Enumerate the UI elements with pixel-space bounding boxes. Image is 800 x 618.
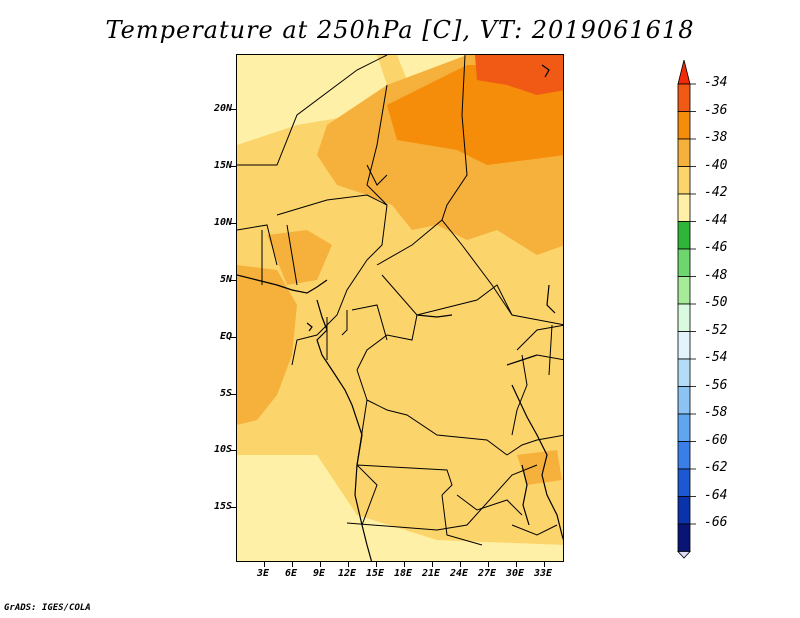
y-tick-label: 15N — [213, 160, 232, 171]
colorbar-swatch — [677, 386, 691, 415]
x-tick-label: 18E — [394, 568, 413, 579]
x-tick-mark — [488, 562, 489, 567]
x-tick-label: 12E — [338, 568, 357, 579]
field-warm-north — [387, 65, 563, 165]
y-tick-label: 5S — [219, 388, 232, 399]
y-tick-label: 20N — [213, 103, 232, 114]
country-boundaries — [237, 55, 563, 546]
y-tick-label: EQ — [219, 331, 232, 342]
temperature-field — [237, 55, 563, 561]
colorbar-swatch — [677, 111, 691, 140]
x-tick-mark — [320, 562, 321, 567]
map-panel — [236, 54, 564, 562]
grads-credit: GrADS: IGES/COLA — [4, 603, 91, 613]
y-tick-mark — [230, 109, 236, 110]
colorbar-swatch — [677, 303, 691, 332]
colorbar-top-arrow — [677, 59, 691, 85]
colorbar-swatches — [677, 59, 696, 559]
x-tick-mark — [376, 562, 377, 567]
colorbar-label: -66 — [704, 515, 728, 530]
coastline — [237, 64, 563, 561]
x-tick-mark — [348, 562, 349, 567]
colorbar-label: -52 — [704, 322, 728, 338]
x-tick-mark — [460, 562, 461, 567]
colorbar-swatch — [677, 166, 691, 195]
y-tick-mark — [230, 223, 236, 224]
y-tick-label: 15S — [213, 501, 232, 512]
colorbar-label: -58 — [704, 405, 728, 420]
x-tick-mark — [516, 562, 517, 567]
colorbar-label: -56 — [704, 377, 728, 393]
colorbar-swatch — [677, 358, 691, 387]
x-tick-label: 33E — [534, 568, 553, 579]
x-tick-mark — [292, 562, 293, 567]
x-tick-mark — [544, 562, 545, 567]
y-tick-mark — [230, 450, 236, 451]
colorbar-label: -40 — [704, 157, 728, 173]
field-pale-north — [237, 55, 387, 145]
field-pale-top — [397, 55, 467, 80]
x-tick-label: 15E — [366, 568, 385, 579]
x-tick-label: 9E — [313, 568, 326, 579]
x-tick-mark — [264, 562, 265, 567]
colorbar — [676, 59, 766, 560]
colorbar-label: -64 — [704, 487, 728, 503]
x-tick-mark — [404, 562, 405, 567]
x-tick-label: 27E — [478, 568, 497, 579]
y-tick-mark — [230, 337, 236, 338]
colorbar-swatch — [677, 276, 691, 305]
colorbar-label: -42 — [704, 185, 728, 200]
colorbar-label: -48 — [704, 267, 728, 283]
colorbar-swatch — [677, 441, 691, 470]
colorbar-swatch — [677, 331, 691, 360]
colorbar-label: -50 — [704, 295, 728, 310]
x-tick-label: 21E — [422, 568, 441, 579]
x-tick-mark — [432, 562, 433, 567]
field-pale-south — [237, 455, 563, 561]
y-tick-mark — [230, 280, 236, 281]
y-tick-mark — [230, 394, 236, 395]
colorbar-swatch — [677, 221, 691, 250]
colorbar-label: -46 — [704, 240, 728, 255]
colorbar-swatch — [677, 496, 691, 525]
x-tick-label: 30E — [506, 568, 525, 579]
colorbar-swatch — [677, 83, 691, 112]
colorbar-swatch — [677, 413, 691, 442]
colorbar-label: -54 — [704, 350, 728, 365]
colorbar-label: -38 — [704, 130, 728, 145]
y-tick-mark — [230, 166, 236, 167]
colorbar-label: -60 — [704, 432, 728, 448]
colorbar-swatch — [677, 138, 691, 167]
y-tick-label: 5N — [219, 274, 232, 285]
x-tick-label: 3E — [257, 568, 270, 579]
field-se-patch — [517, 450, 562, 485]
colorbar-label: -36 — [704, 102, 728, 118]
field-atlantic-tongue — [237, 265, 297, 425]
field-guinea-patch — [267, 230, 332, 285]
colorbar-swatch — [677, 523, 691, 552]
map-title: Temperature at 250hPa [C], VT: 201906161… — [105, 16, 695, 44]
x-tick-label: 24E — [450, 568, 469, 579]
y-tick-label: 10N — [213, 217, 232, 228]
field-warmest-northeast — [475, 55, 563, 95]
colorbar-bottom-arrow — [677, 551, 691, 559]
colorbar-label: -62 — [704, 460, 728, 475]
x-tick-label: 6E — [285, 568, 298, 579]
colorbar-label: -34 — [704, 75, 728, 90]
colorbar-label: -44 — [704, 212, 728, 228]
y-tick-label: 10S — [213, 444, 232, 455]
y-tick-mark — [230, 507, 236, 508]
colorbar-swatch — [677, 248, 691, 277]
colorbar-swatch — [677, 193, 691, 222]
colorbar-swatch — [677, 468, 691, 497]
